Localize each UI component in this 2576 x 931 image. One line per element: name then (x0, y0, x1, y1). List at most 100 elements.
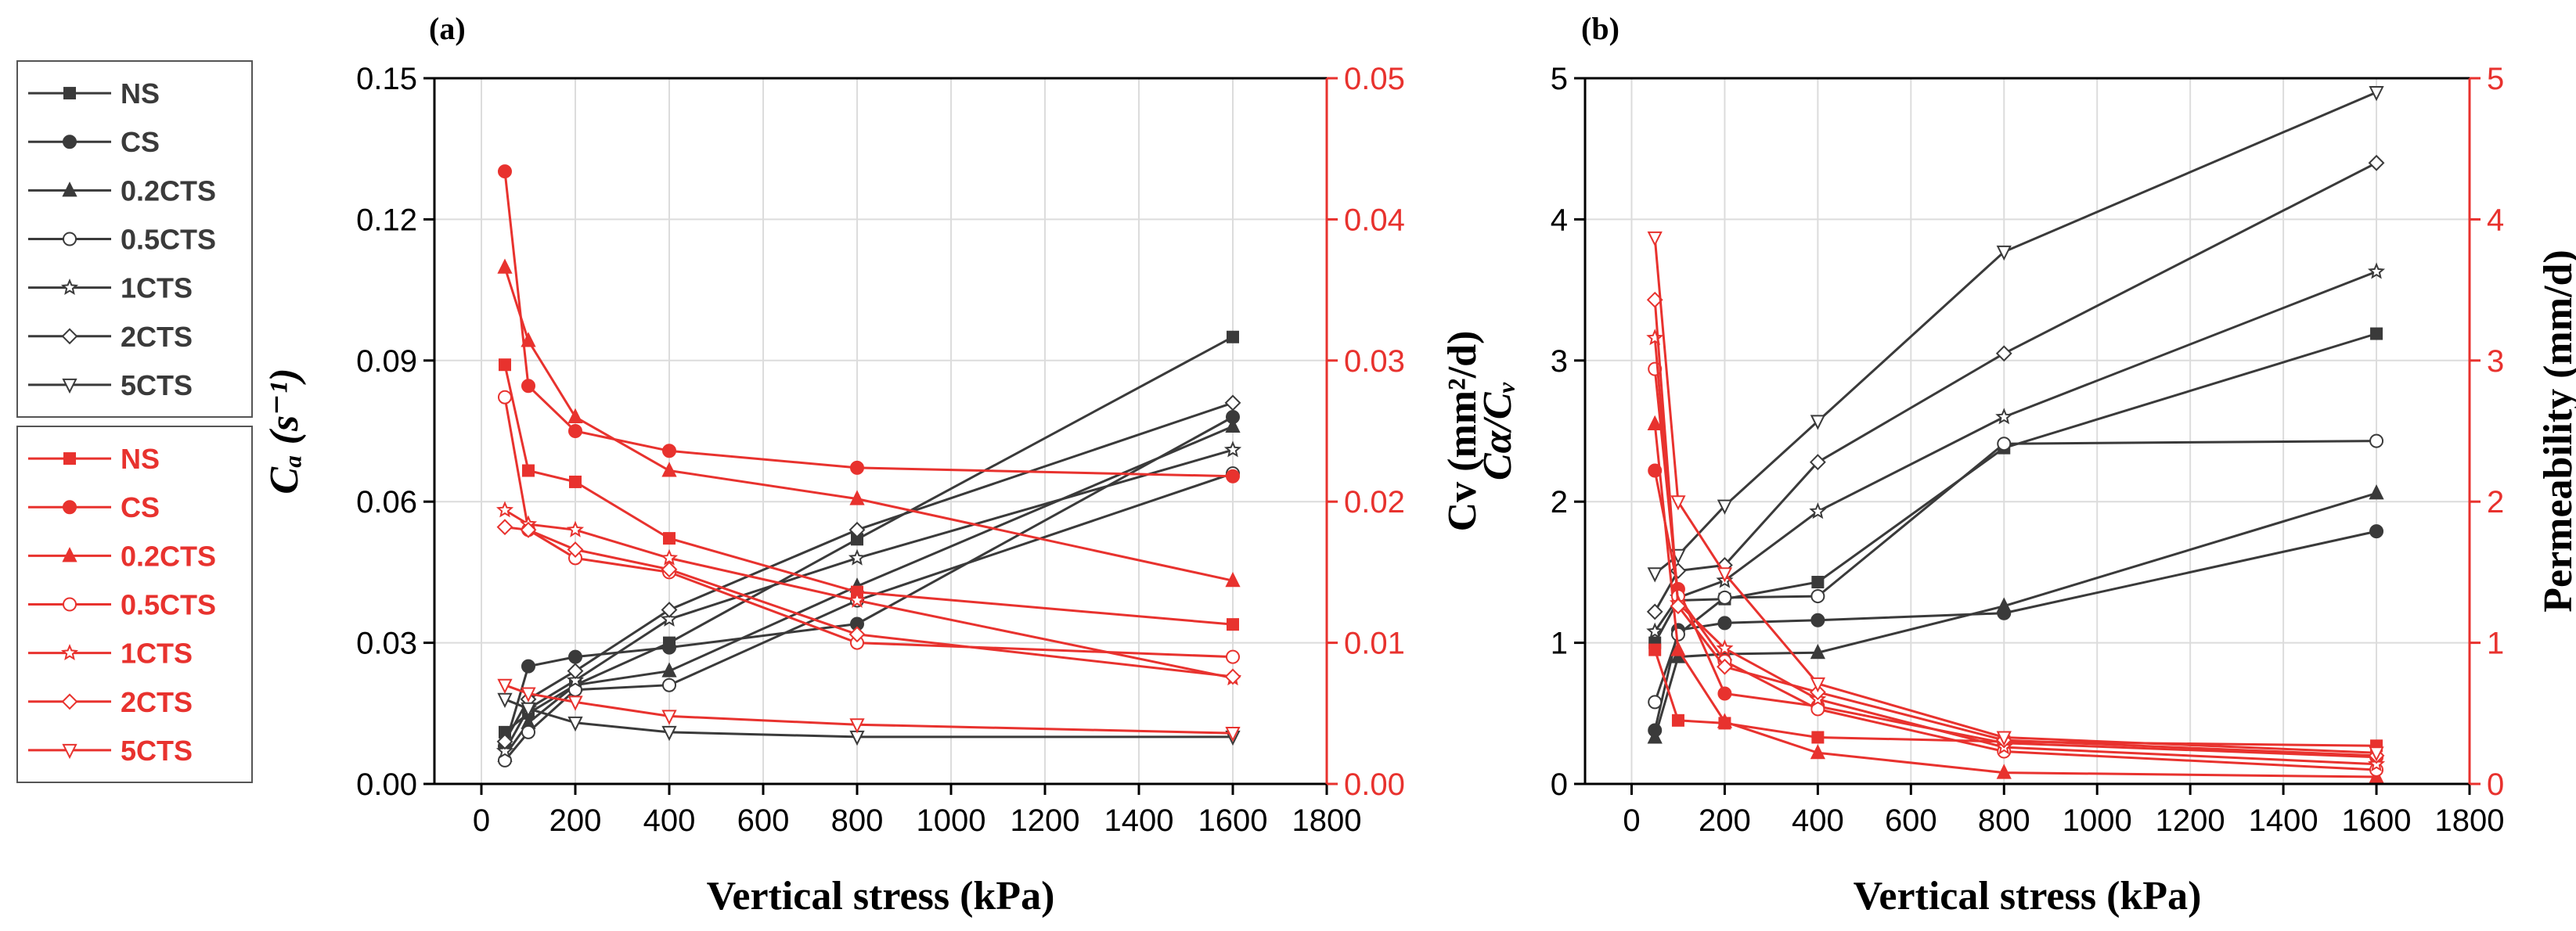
x-tick-label: 400 (1792, 803, 1844, 838)
data-point-left-0.2CTS (2369, 484, 2384, 500)
data-point-left-5CTS (1810, 415, 1825, 430)
data-point-left-CS (1717, 616, 1732, 631)
legend-label: 0.5CTS (121, 224, 216, 256)
y-right-tick-label: 0.04 (1344, 203, 1405, 237)
data-point-left-CS (2369, 524, 2384, 539)
legend-marker-open-star-icon (60, 278, 79, 295)
x-tick-label: 1000 (917, 803, 986, 838)
x-tick-label: 1600 (2342, 803, 2412, 838)
data-point-right-2CTS (1717, 658, 1733, 675)
data-point-left-NS (2370, 327, 2383, 340)
series-line-left-2CTS (1653, 161, 2377, 613)
data-point-left-0.5CTS (1717, 590, 1732, 605)
data-point-right-0.2CTS (1717, 713, 1733, 728)
data-point-left-5CTS (521, 702, 536, 718)
data-point-right-1CTS (1646, 329, 1664, 346)
data-point-right-0.2CTS (849, 490, 865, 505)
data-point-left-2CTS (1646, 603, 1663, 620)
data-point-right-0.2CTS (661, 462, 677, 477)
data-point-right-2CTS (567, 541, 584, 558)
data-point-left-CS (568, 649, 582, 664)
data-point-right-CS (850, 460, 864, 475)
data-point-right-0.2CTS (1670, 641, 1686, 656)
legend-item: 0.2CTS (28, 540, 216, 572)
data-point-right-5CTS (849, 718, 865, 734)
legend-marker-open-circle-icon (63, 597, 77, 612)
panel-label: (a) (429, 11, 466, 46)
data-point-left-0.2CTS (1996, 597, 2012, 613)
x-tick-label: 1200 (1011, 803, 1080, 838)
data-point-left-5CTS (567, 716, 583, 732)
data-point-right-5CTS (567, 696, 583, 711)
x-tick-label: 1800 (1292, 803, 1362, 838)
data-point-left-2CTS (1809, 454, 1826, 471)
data-point-left-0.5CTS (662, 678, 676, 692)
data-point-right-0.5CTS (1226, 649, 1240, 664)
y-left-tick-label: 0.00 (356, 767, 417, 802)
legend-item: 0.5CTS (28, 589, 216, 621)
data-point-left-5CTS (1647, 567, 1663, 583)
panel-label: (b) (1581, 11, 1619, 46)
legend-item: 5CTS (28, 735, 193, 767)
legend-red: NS CS 0.2CTS 0.5CTS 1CTS 2CTS 5CTS (16, 426, 253, 783)
chart-panel-b: 0 200 400 600 800 1000 1200 1400 1600 18000123450… (1475, 11, 2576, 918)
x-tick-label: 0 (473, 803, 490, 838)
y-right-tick-label: 0.05 (1344, 62, 1405, 96)
series-line-right-CS (503, 171, 1234, 478)
data-point-left-0.2CTS (661, 662, 677, 678)
data-point-right-CS (662, 444, 676, 458)
y-right-tick-label: 4 (2487, 203, 2504, 237)
legend-label: CS (121, 126, 160, 158)
data-point-left-1CTS (1223, 440, 1242, 458)
x-axis-title: Vertical stress (kPa) (707, 874, 1055, 918)
series-line-left-1CTS (1653, 270, 2377, 633)
x-tick-label: 400 (643, 803, 696, 838)
data-point-right-CS (1226, 469, 1240, 483)
data-point-right-NS (1227, 618, 1239, 631)
data-point-left-1CTS (1646, 622, 1664, 639)
legend-label: CS (121, 491, 160, 523)
legend-marker-open-down-triangle-icon (62, 378, 77, 394)
y-left-tick-label: 3 (1551, 344, 1568, 379)
data-point-left-1CTS (1995, 408, 2013, 425)
y-right-tick-label: 3 (2487, 344, 2504, 379)
data-point-left-NS (1227, 330, 1239, 343)
data-point-left-0.5CTS (1648, 695, 1663, 710)
data-point-right-1CTS (1716, 639, 1734, 656)
series-line-left-2CTS (503, 401, 1234, 742)
data-point-left-0.5CTS (1670, 627, 1685, 642)
data-point-left-0.5CTS (521, 724, 535, 739)
y-right-tick-label: 0.02 (1344, 485, 1405, 519)
legend-label: 5CTS (121, 735, 193, 767)
y-right-tick-label: 0 (2487, 767, 2504, 802)
data-point-left-1CTS (1809, 502, 1827, 519)
legend-marker-filled-square-icon (63, 87, 76, 100)
series-line-left-1CTS (503, 448, 1234, 752)
legend-item: CS (28, 126, 160, 158)
y-left-tick-label: 0.12 (356, 203, 417, 237)
series-group-left (1646, 86, 2386, 744)
data-point-left-1CTS (566, 671, 585, 688)
data-point-left-CS (521, 659, 535, 674)
y-right-tick-label: 1 (2487, 627, 2504, 661)
data-point-left-0.5CTS (1997, 437, 2012, 451)
legend-label: 2CTS (121, 321, 193, 353)
data-point-right-2CTS (496, 519, 513, 536)
legend-label: 1CTS (121, 272, 193, 304)
x-tick-label: 600 (1885, 803, 1937, 838)
data-point-right-0.2CTS (1810, 744, 1825, 760)
data-point-left-1CTS (848, 548, 866, 566)
legend-item: NS (28, 77, 160, 110)
data-point-left-1CTS (660, 609, 679, 627)
x-tick-label: 800 (831, 803, 884, 838)
legend-item: 2CTS (28, 321, 193, 353)
data-point-right-5CTS (521, 687, 536, 703)
legend-label: 0.2CTS (121, 540, 216, 572)
y-right-tick-label: 0.00 (1344, 767, 1405, 802)
data-point-right-NS (1811, 731, 1825, 744)
legend-black: NS CS 0.2CTS 0.5CTS 1CTS 2CTS 5CTS (16, 60, 253, 418)
data-point-right-NS (1648, 643, 1662, 656)
y-right-tick-label: 0.03 (1344, 344, 1405, 379)
y-left-tick-label: 5 (1551, 62, 1568, 96)
legend-item: 0.5CTS (28, 224, 216, 256)
